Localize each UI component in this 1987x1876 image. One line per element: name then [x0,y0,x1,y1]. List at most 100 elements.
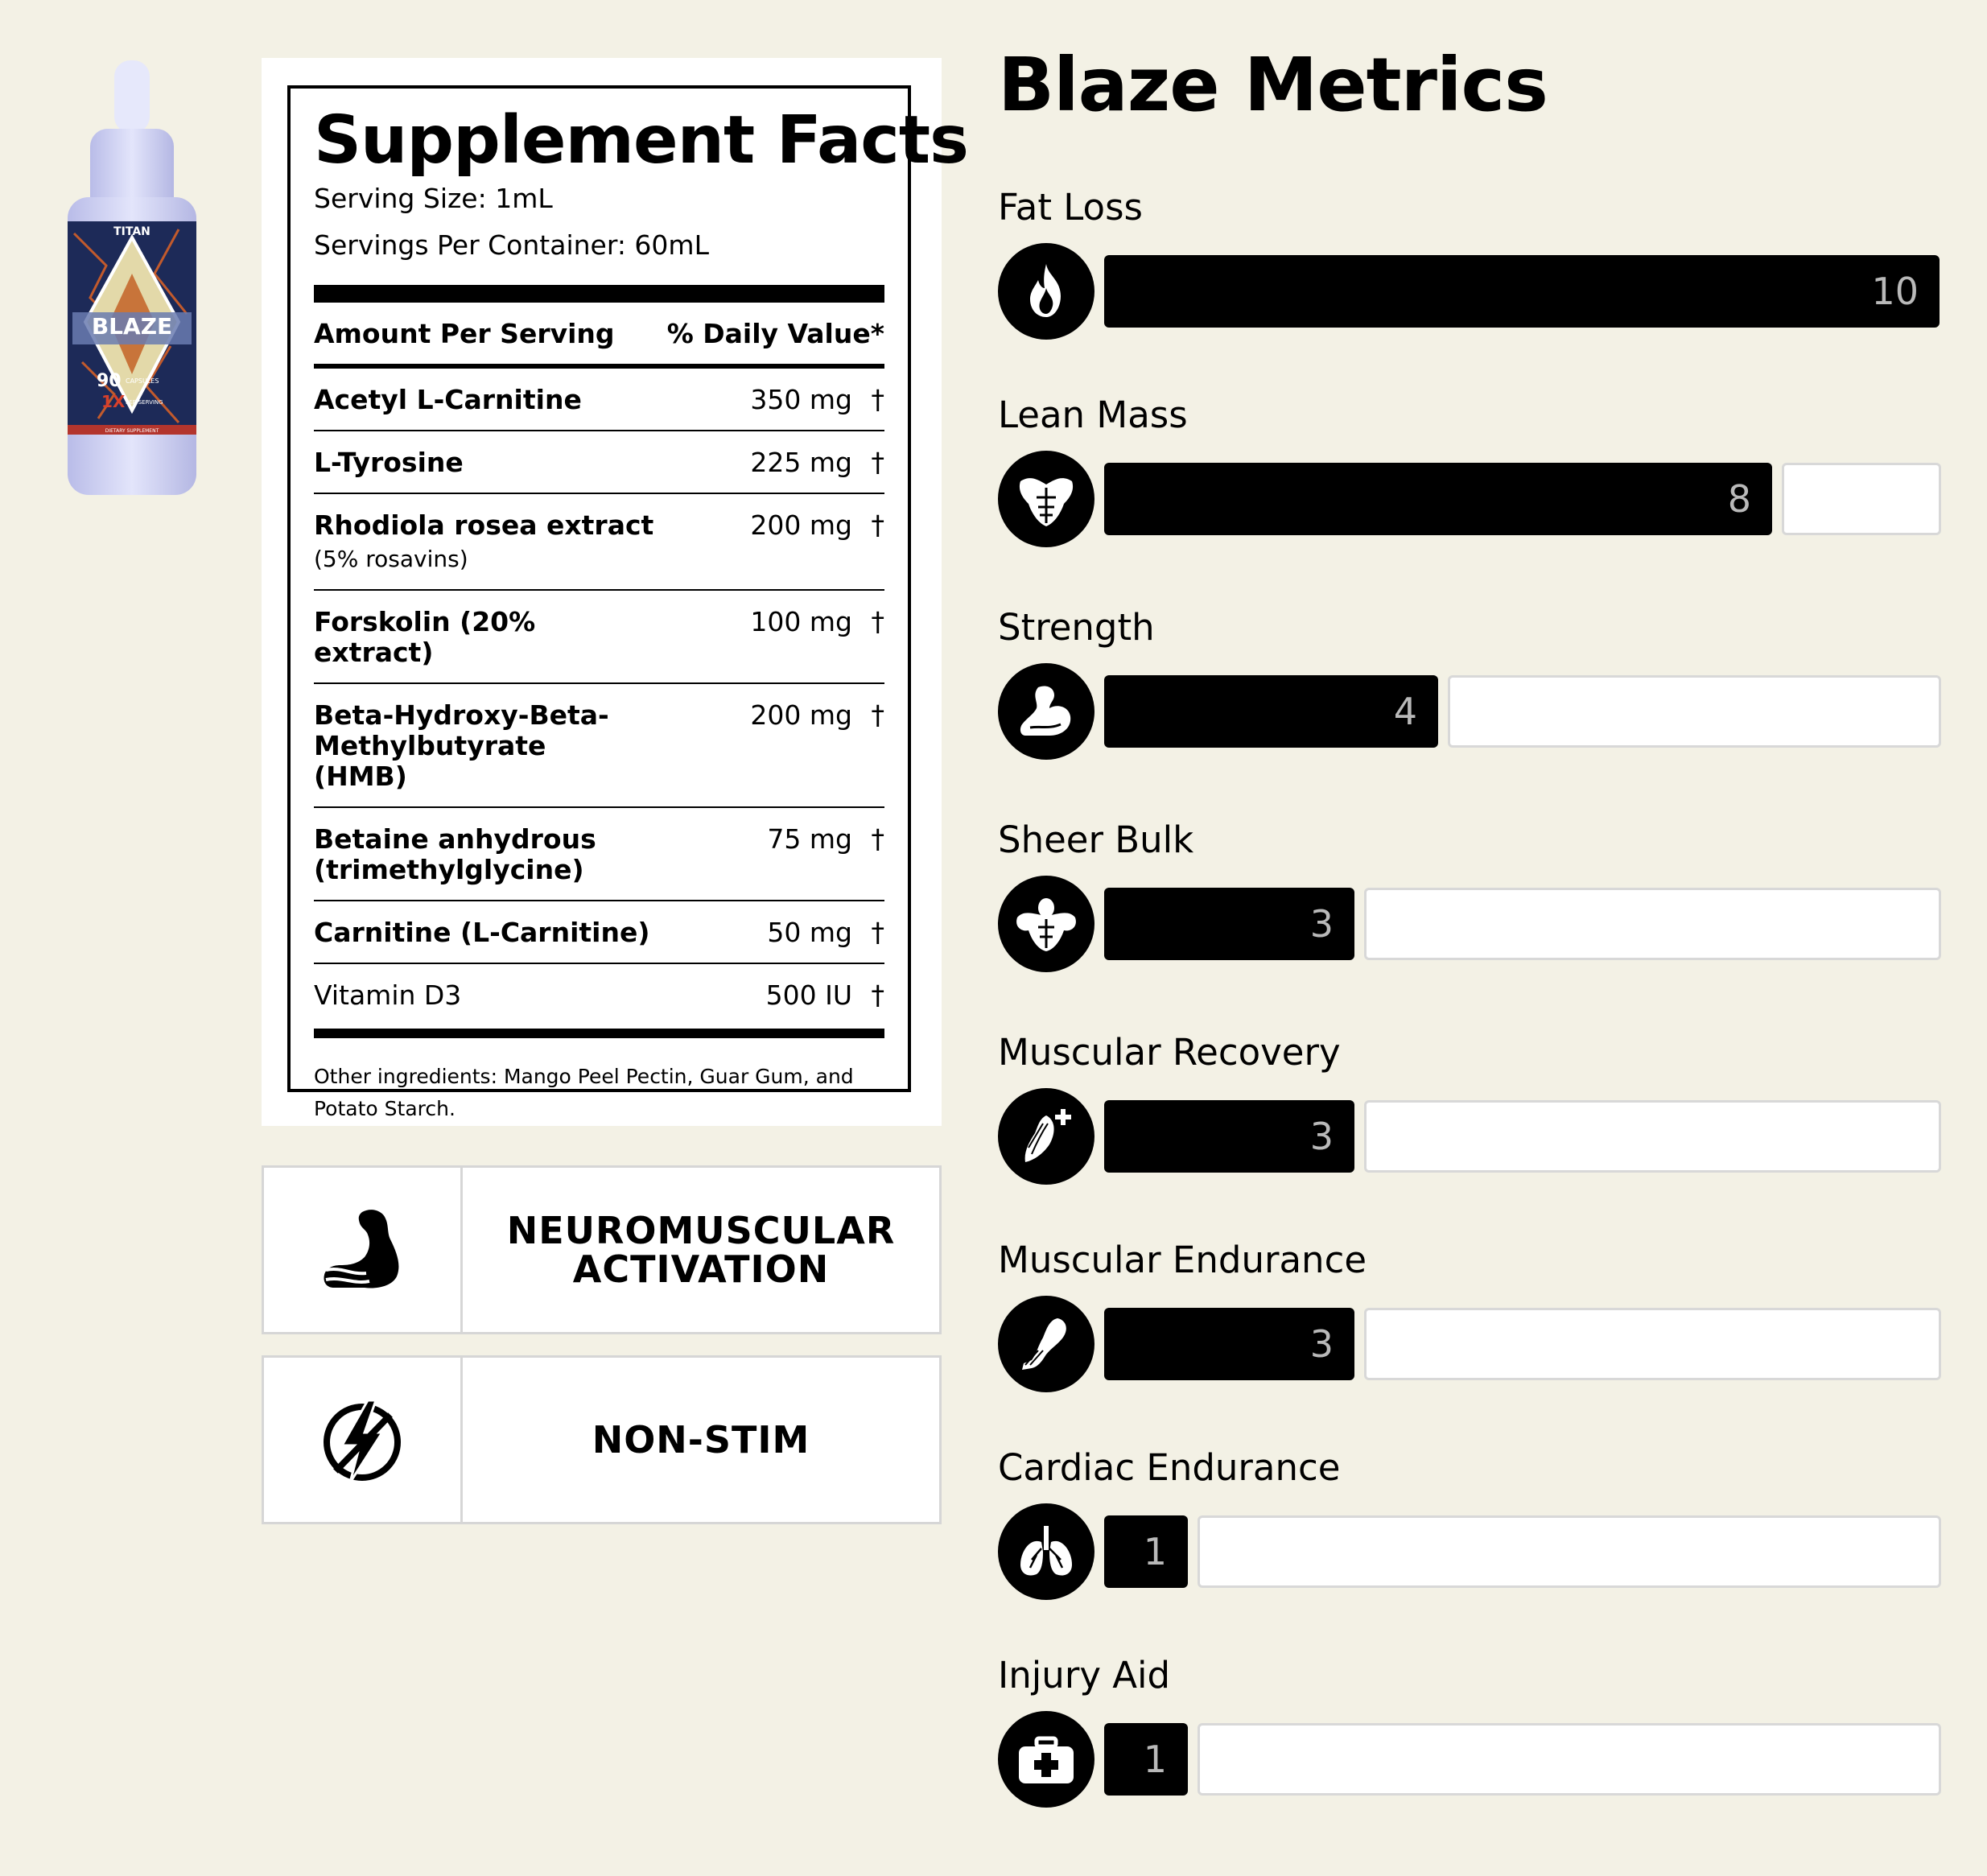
flame-icon [998,243,1094,340]
metric-label: Strength [998,606,1155,649]
product-dose-text: 1X [101,392,126,411]
ingredient-dv: † [871,823,885,856]
metric-label: Lean Mass [998,394,1188,436]
ingredient-row: Carnitine (L-Carnitine) 50 mg † [314,901,885,965]
first-aid-kit-icon [998,1711,1094,1808]
ingredient-name: Acetyl L-Carnitine [314,384,582,416]
metric-bar-row: 8 [998,451,1941,549]
ingredient-subtext: (5% rosavins) [314,546,468,573]
running-leg-icon [998,1296,1094,1392]
metric-value: 4 [1393,690,1417,733]
bicep-icon [998,663,1094,760]
metric-bar-empty [1782,463,1941,535]
metric-bar-row: 3 [998,876,1941,974]
ingredient-name: Betaine anhydrous (trimethylglycine) [314,823,596,886]
ingredient-name: Vitamin D3 [314,979,462,1012]
ingredient-dv: † [871,447,885,479]
product-dose-unit-text: PER SERVING [126,399,163,406]
flexed-arm-icon [264,1168,463,1332]
ingredient-dv: † [871,699,885,732]
metric-bar-fill: 10 [1104,255,1940,328]
ingredient-amount: 225 mg [750,447,852,479]
metric-bar-fill: 1 [1104,1515,1188,1588]
feature-non-stim: NON-STIM [262,1355,942,1524]
ingredient-dv: † [871,384,885,416]
amount-per-serving-header: Amount Per Serving [314,317,615,349]
servings-per-container: Servings Per Container: 60mL [314,229,709,262]
metric-muscular-endurance: Muscular Endurance 3 [998,1238,1941,1394]
metric-label: Injury Aid [998,1654,1171,1697]
metric-value: 10 [1871,270,1919,313]
ingredient-amount: 350 mg [750,384,852,416]
metric-value: 1 [1143,1738,1167,1781]
metric-bar-row: 1 [998,1503,1941,1602]
product-count-unit-text: CAPSULES [126,377,159,385]
metric-label: Muscular Endurance [998,1239,1367,1281]
ingredient-row: L-Tyrosine 225 mg † [314,431,885,495]
muscle-recovery-icon [998,1088,1094,1185]
metric-value: 8 [1727,477,1751,521]
metric-label: Cardiac Endurance [998,1446,1341,1489]
torso-icon [998,451,1094,547]
ingredient-dv: † [871,509,885,542]
metric-muscular-recovery: Muscular Recovery 3 [998,1030,1941,1186]
ingredient-name: Forskolin (20% extract) [314,606,536,669]
ingredient-amount: 100 mg [750,606,852,638]
product-category-text: DIETARY SUPPLEMENT [105,428,159,434]
metric-lean-mass: Lean Mass 8 [998,393,1941,549]
metric-bar-row: 4 [998,663,1941,761]
ingredient-row: Acetyl L-Carnitine 350 mg † [314,369,885,432]
product-count-text: 90 [97,371,122,391]
ingredient-row: Beta-Hydroxy-Beta-Methylbutyrate (HMB) 2… [314,684,885,809]
ingredient-amount: 200 mg [750,509,852,542]
ingredient-dv: † [871,606,885,638]
ingredient-row: Vitamin D3 500 IU † [314,964,884,1025]
metric-bar-fill: 1 [1104,1723,1188,1796]
feature-label: NON-STIM [592,1418,810,1462]
metric-label: Sheer Bulk [998,818,1194,861]
metric-sheer-bulk: Sheer Bulk 3 [998,818,1941,974]
metric-bar-fill: 4 [1104,675,1438,748]
metric-cardiac-endurance: Cardiac Endurance 1 [998,1445,1941,1602]
metric-strength: Strength 4 [998,605,1941,761]
metric-bar-row: 1 [998,1711,1941,1809]
ingredient-row: Rhodiola rosea extract (5% rosavins) 200 … [314,494,885,592]
metric-bar-row: 3 [998,1296,1941,1394]
thick-divider [314,285,884,303]
ingredient-row: Betaine anhydrous (trimethylglycine) 75 … [314,808,885,902]
facts-header-row: Amount Per Serving % Daily Value* [314,303,884,369]
metric-bar-row: 10 [998,243,1941,341]
ingredient-amount: 75 mg [767,823,852,856]
supplement-facts-label: Supplement Facts Serving Size: 1mL Servi… [287,85,969,1120]
metric-bar-empty [1198,1723,1941,1796]
metric-bar-fill: 8 [1104,463,1772,535]
serving-size: Serving Size: 1mL [314,183,553,215]
feature-label: NEUROMUSCULAR ACTIVATION [506,1209,896,1291]
lungs-icon [998,1503,1094,1600]
ingredient-name: Carnitine (L-Carnitine) [314,917,650,949]
ingredient-dv: † [871,917,885,949]
metric-value: 3 [1309,902,1334,946]
metric-value: 1 [1143,1530,1167,1573]
product-brand-text: TITAN [113,225,150,238]
product-bottle-image: BLAZE TITAN 90 CAPSULES 1X PER SERVING D… [58,56,203,499]
supplement-facts-panel: Supplement Facts Serving Size: 1mL Servi… [262,58,969,1126]
metric-bar-empty [1448,675,1941,748]
metric-bar-fill: 3 [1104,888,1354,960]
product-name-text: BLAZE [92,313,172,340]
metric-fat-loss: Fat Loss 10 [998,185,1941,341]
metric-bar-empty [1364,1100,1941,1173]
bodybuilder-icon [998,876,1094,972]
ingredient-list: Acetyl L-Carnitine 350 mg † L-Tyrosine 22… [314,369,884,1025]
feature-neuromuscular-activation: NEUROMUSCULAR ACTIVATION [262,1165,942,1334]
end-divider [314,1029,884,1039]
metric-value: 3 [1309,1322,1334,1366]
other-ingredients: Other ingredients: Mango Peel Pectin, Gu… [314,1065,854,1121]
metric-bar-fill: 3 [1104,1308,1354,1380]
no-lightning-icon [264,1358,463,1522]
ingredient-name: Rhodiola rosea extract [314,509,654,542]
metric-label: Fat Loss [998,186,1143,229]
ingredient-name: L-Tyrosine [314,447,464,479]
ingredient-name: Beta-Hydroxy-Beta-Methylbutyrate (HMB) [314,699,609,793]
ingredient-row: Forskolin (20% extract) 100 mg † [314,591,885,685]
